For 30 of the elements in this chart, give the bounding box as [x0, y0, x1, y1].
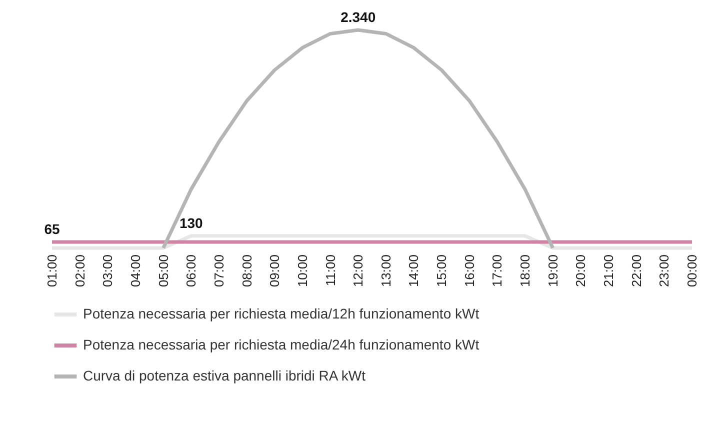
- x-tick-label: 22:00: [628, 254, 644, 288]
- x-tick-label: 07:00: [211, 254, 226, 288]
- data-label: 65: [44, 220, 60, 237]
- x-tick-label: 00:00: [684, 254, 700, 288]
- x-tick-label: 18:00: [518, 254, 533, 288]
- x-tick-label: 14:00: [406, 254, 422, 288]
- x-tick-label: 11:00: [322, 254, 338, 286]
- legend-label: Curva di potenza estiva pannelli ibridi RA kWt: [83, 368, 366, 384]
- x-tick-label: 01:00: [44, 254, 60, 288]
- legend-label: Potenza necessaria per richiesta media/12h funzionamento kWt: [83, 306, 480, 322]
- data-label: 2.340: [340, 9, 376, 25]
- x-tick-label: 04:00: [128, 254, 143, 288]
- x-tick-label: 16:00: [462, 254, 477, 288]
- x-tick-label: 15:00: [434, 254, 450, 288]
- data-label: 130: [179, 214, 204, 231]
- x-tick-label: 05:00: [156, 254, 171, 288]
- x-tick-label: 20:00: [573, 254, 588, 288]
- legend-label: Potenza necessaria per richiesta media/24h funzionamento kWt: [83, 336, 480, 352]
- x-tick-label: 23:00: [656, 254, 672, 288]
- x-tick-label: 09:00: [267, 254, 282, 288]
- x-tick-label: 17:00: [490, 254, 505, 288]
- x-tick-label: 13:00: [378, 254, 394, 288]
- x-tick-label: 12:00: [350, 254, 366, 288]
- x-tick-label: 02:00: [72, 254, 88, 288]
- x-tick-label: 06:00: [184, 254, 199, 288]
- x-tick-label: 10:00: [294, 254, 310, 288]
- x-tick-label: 03:00: [100, 254, 116, 288]
- x-tick-label: 19:00: [545, 254, 560, 288]
- x-tick-label: 08:00: [239, 254, 254, 288]
- x-tick-label: 21:00: [601, 254, 616, 288]
